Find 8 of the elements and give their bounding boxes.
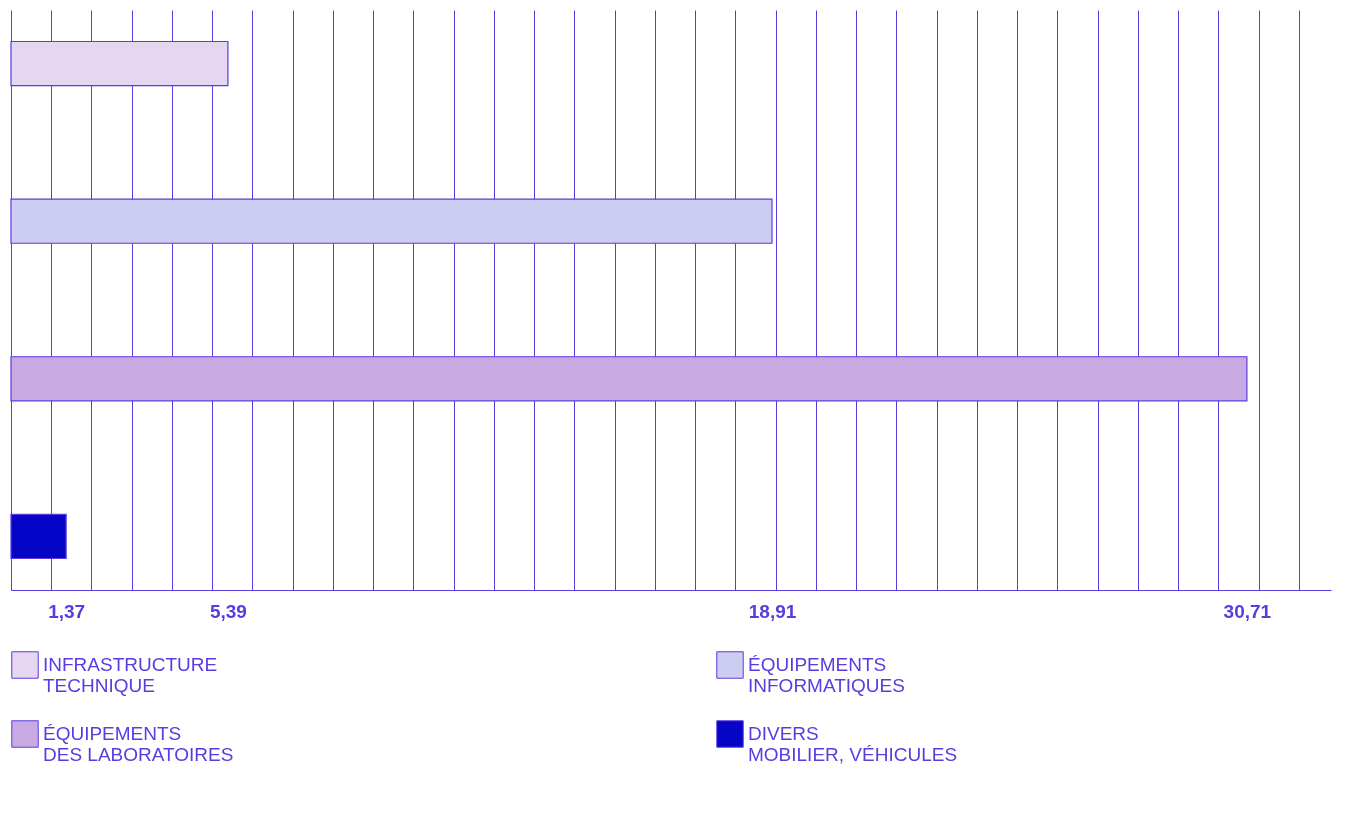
legend-label: ÉQUIPEMENTS DES LABORATOIRES <box>43 723 234 765</box>
legend-label: ÉQUIPEMENTS INFORMATIQUES <box>748 654 905 696</box>
x-tick-label: 30,71 <box>1223 600 1272 622</box>
legend-label: INFRASTRUCTURE TECHNIQUE <box>43 654 218 696</box>
x-tick-label: 1,37 <box>48 600 86 622</box>
x-tick-label: 18,91 <box>748 600 797 622</box>
legend-label: DIVERS MOBILIER, VÉHICULES <box>748 723 958 765</box>
x-tick-label: 5,39 <box>209 600 247 622</box>
